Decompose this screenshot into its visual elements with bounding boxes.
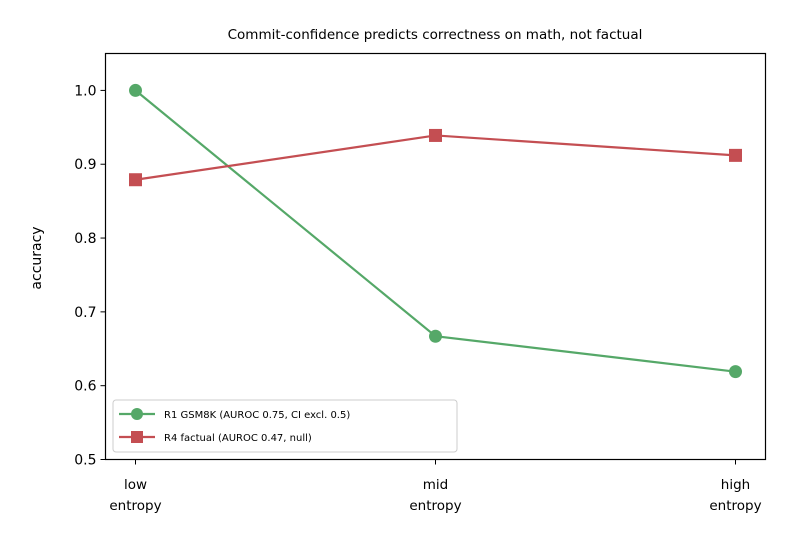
legend-item: R4 factual (AUROC 0.47, null) [119,431,312,444]
legend: R1 GSM8K (AUROC 0.75, CI excl. 0.5) R4 fa… [112,399,458,453]
x-tick-label: entropy [109,498,161,514]
y-tick-label: 0.6 [74,379,96,395]
data-point [729,365,742,379]
y-axis-label: accuracy [29,226,45,289]
y-tick-label: 0.9 [74,157,96,173]
data-point [129,83,142,97]
x-tick-label: high [721,477,750,493]
x-tick-label: low [124,477,147,493]
legend-marker [131,408,143,420]
x-tick-label: entropy [409,498,461,514]
data-point [729,148,742,162]
y-tick-label: 1.0 [74,83,96,99]
x-tick-label: mid [423,477,448,493]
legend-item: R1 GSM8K (AUROC 0.75, CI excl. 0.5) [119,408,350,421]
legend-marker [131,431,143,443]
x-tick-label: entropy [709,498,761,514]
y-tick-label: 0.8 [74,231,96,247]
y-tick-label: 0.7 [74,305,96,321]
chart-title: Commit-confidence predicts correctness o… [228,27,643,43]
legend-frame [112,399,458,453]
series-layer [129,83,742,379]
plot-area-frame [104,52,767,461]
data-point [129,173,142,187]
y-tick-label: 0.5 [74,453,96,469]
data-point [429,329,442,343]
legend-label: R4 factual (AUROC 0.47, null) [164,433,312,444]
series-2 [129,128,742,187]
data-point [429,128,442,142]
y-axis-ticks: 0.5 0.6 0.7 0.8 0.9 1.0 [74,83,106,469]
legend-label: R1 GSM8K (AUROC 0.75, CI excl. 0.5) [164,410,350,421]
series-1 [129,83,742,379]
x-axis-ticks: low entropy mid entropy high entropy [109,459,762,514]
